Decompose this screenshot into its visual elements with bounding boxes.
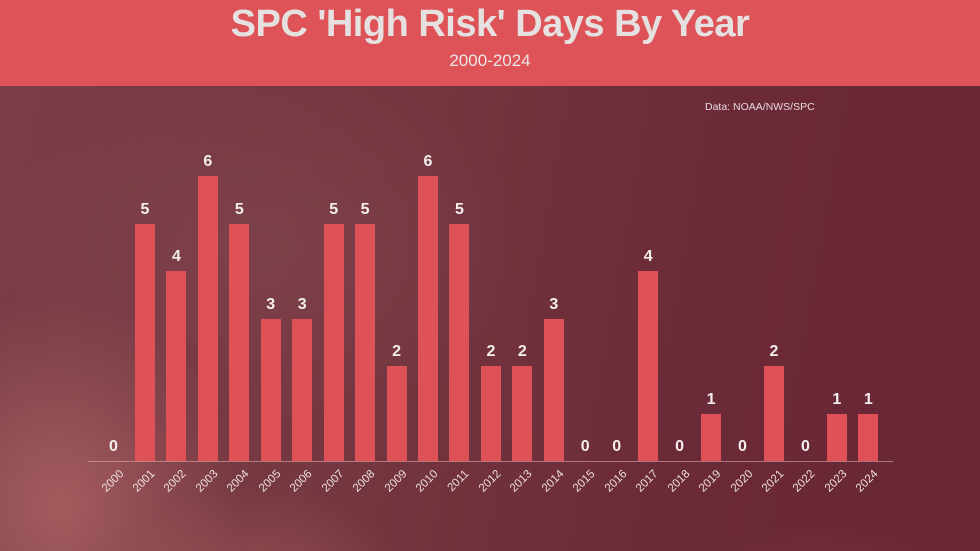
- x-tick-label-2014: 2014: [539, 468, 567, 495]
- value-label-2008: 5: [360, 200, 370, 218]
- value-label-2015: 0: [580, 438, 590, 455]
- bar-2006: [292, 318, 313, 461]
- x-tick-label-2001: 2001: [130, 468, 158, 495]
- x-tick-label-2000: 2000: [99, 468, 126, 495]
- title-banner: SPC 'High Risk' Days By Year 2000-2024: [0, 0, 980, 86]
- x-tick-label-2010: 2010: [413, 468, 441, 495]
- value-label-2018: 0: [675, 438, 685, 455]
- value-label-2004: 5: [234, 200, 244, 218]
- bar-2002: [166, 271, 187, 461]
- bar-2010: [418, 176, 438, 461]
- bar-2008: [355, 223, 376, 461]
- chart-title: SPC 'High Risk' Days By Year: [230, 3, 750, 45]
- x-tick-label-2022: 2022: [791, 468, 818, 495]
- value-label-2011: 5: [454, 200, 464, 218]
- value-label-2019: 1: [706, 390, 716, 408]
- x-tick-label-2006: 2006: [288, 468, 315, 495]
- value-label-2014: 3: [549, 295, 559, 313]
- value-label-2007: 5: [329, 200, 339, 218]
- value-label-2016: 0: [612, 438, 622, 455]
- bar-2004: [229, 223, 250, 461]
- x-tick-label-2002: 2002: [162, 468, 189, 495]
- value-label-2024: 1: [863, 390, 873, 408]
- value-label-2000: 0: [109, 438, 118, 455]
- x-tick-label-2023: 2023: [822, 468, 850, 495]
- bar-2014: [543, 318, 564, 461]
- bar-2005: [260, 318, 281, 461]
- value-label-2009: 2: [392, 343, 401, 360]
- x-tick-label-2003: 2003: [193, 468, 221, 495]
- x-tick-label-2015: 2015: [571, 468, 598, 495]
- data-source-note: Data: NOAA/NWS/SPC: [705, 101, 815, 113]
- x-axis-line: [88, 461, 893, 462]
- bar-2003: [197, 176, 218, 461]
- bar-2007: [323, 223, 344, 461]
- value-label-2005: 3: [266, 295, 276, 313]
- x-tick-label-2012: 2012: [476, 468, 504, 495]
- value-label-2006: 3: [297, 295, 307, 313]
- x-tick-label-2013: 2013: [508, 468, 535, 495]
- value-label-2013: 2: [517, 343, 527, 360]
- x-tick-label-2016: 2016: [602, 468, 630, 495]
- x-tick-label-2020: 2020: [728, 468, 755, 495]
- value-label-2002: 4: [171, 248, 181, 265]
- value-label-2010: 6: [423, 153, 433, 170]
- x-tick-label-2005: 2005: [256, 468, 284, 495]
- value-label-2021: 2: [769, 343, 779, 360]
- bar-2011: [449, 223, 470, 461]
- x-tick-label-2017: 2017: [634, 468, 661, 495]
- x-tick-label-2011: 2011: [445, 468, 472, 494]
- bar-2001: [134, 223, 155, 461]
- bar-2023: [826, 413, 847, 461]
- bar-2013: [512, 366, 533, 461]
- value-label-2012: 2: [486, 343, 496, 360]
- bar-2021: [763, 366, 784, 461]
- value-label-2003: 6: [203, 153, 213, 170]
- bar-2017: [638, 271, 659, 461]
- bar-2019: [701, 413, 722, 461]
- value-label-2020: 0: [738, 438, 747, 455]
- x-tick-label-2024: 2024: [854, 468, 881, 495]
- x-tick-label-2009: 2009: [382, 468, 410, 495]
- bar-2012: [480, 366, 501, 461]
- x-tick-label-2007: 2007: [319, 468, 347, 495]
- x-tick-label-2019: 2019: [696, 468, 724, 495]
- x-tick-label-2004: 2004: [225, 468, 252, 495]
- value-label-2023: 1: [832, 390, 842, 408]
- value-label-2022: 0: [800, 438, 810, 455]
- bar-2009: [386, 366, 407, 461]
- value-label-2017: 4: [643, 248, 653, 265]
- x-tick-label-2008: 2008: [350, 468, 378, 495]
- background-image: [0, 86, 980, 551]
- x-tick-label-2018: 2018: [665, 468, 693, 495]
- value-label-2001: 5: [140, 200, 150, 218]
- x-tick-label-2021: 2021: [759, 468, 787, 495]
- bar-2024: [858, 413, 879, 461]
- chart-subtitle: 2000-2024: [449, 51, 531, 70]
